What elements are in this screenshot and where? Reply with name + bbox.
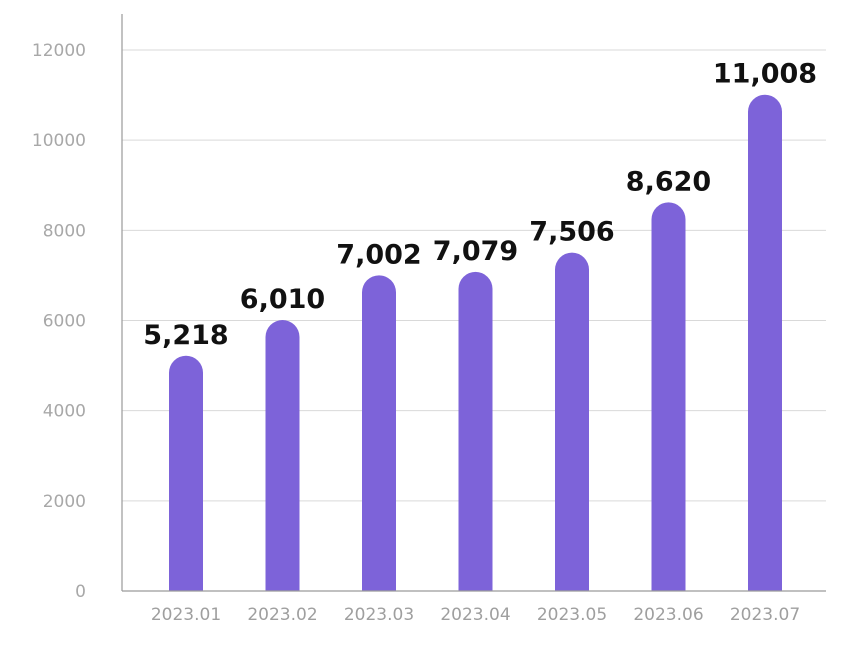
bar-2023.05	[555, 252, 589, 591]
data-label: 6,010	[240, 284, 325, 315]
x-tick-label: 2023.01	[151, 605, 221, 625]
x-tick-label: 2023.03	[344, 605, 414, 625]
x-tick-label: 2023.07	[730, 605, 800, 625]
data-label: 7,506	[529, 217, 614, 248]
x-tick-label: 2023.06	[633, 605, 703, 625]
y-tick-label: 8000	[43, 221, 86, 241]
y-axis-ticks: 0 2000 4000 6000 8000 10000 12000	[32, 41, 86, 602]
x-tick-label: 2023.05	[537, 605, 607, 625]
data-label: 8,620	[626, 166, 711, 197]
bar-2023.02	[265, 320, 300, 591]
data-label: 5,218	[143, 320, 228, 351]
bar-2023.01	[169, 355, 203, 591]
data-label: 11,008	[713, 59, 817, 90]
y-tick-label: 4000	[43, 402, 86, 422]
bar-2023.07	[748, 94, 782, 592]
bar-2023.06	[651, 202, 686, 592]
y-tick-label: 6000	[43, 312, 86, 332]
y-tick-label: 2000	[43, 492, 86, 512]
bar-2023.03	[362, 275, 396, 591]
bar-2023.04	[458, 271, 493, 591]
data-labels: 5,218 6,010 7,002 7,079 7,506 8,620 11,008	[143, 59, 817, 351]
y-tick-label: 10000	[32, 131, 86, 151]
data-label: 7,002	[336, 239, 421, 270]
y-tick-label: 0	[75, 582, 86, 602]
bars	[169, 94, 782, 592]
x-axis-labels: 2023.01 2023.02 2023.03 2023.04 2023.05 2023.…	[151, 605, 800, 625]
x-tick-label: 2023.02	[247, 605, 317, 625]
data-label: 7,079	[433, 236, 518, 267]
x-tick-label: 2023.04	[440, 605, 510, 625]
y-tick-label: 12000	[32, 41, 86, 61]
